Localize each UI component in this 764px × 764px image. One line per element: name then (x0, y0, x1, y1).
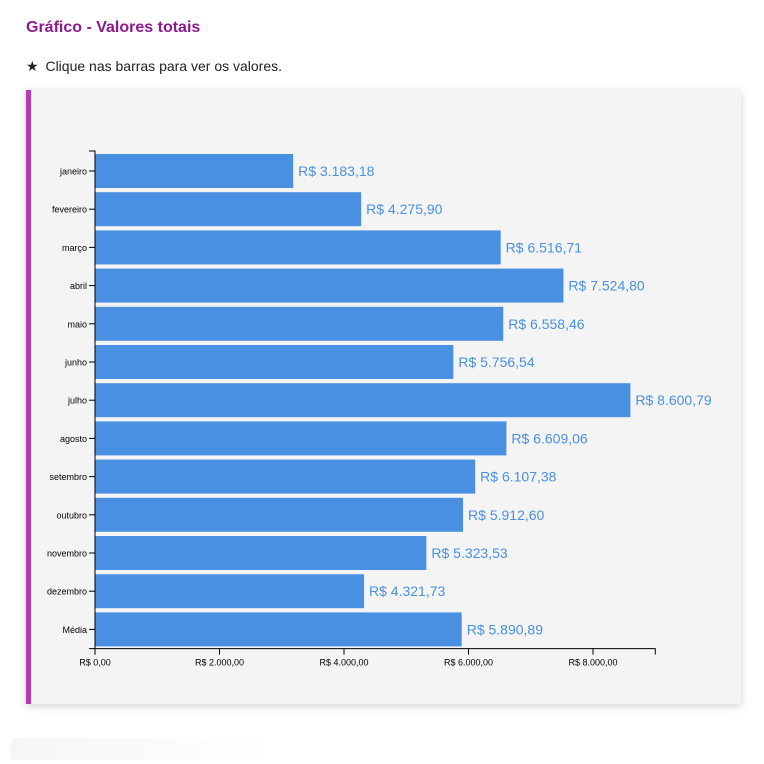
x-tick-label: R$ 4.000,00 (319, 658, 368, 668)
value-label: R$ 8.600,79 (635, 392, 711, 408)
page-title: Gráfico - Valores totais (26, 19, 201, 36)
y-tick-label: setembro (49, 472, 87, 482)
chart-bar[interactable] (95, 230, 501, 265)
x-tick-label: R$ 8.000,00 (568, 658, 617, 668)
value-label: R$ 7.524,80 (568, 278, 644, 294)
chart-bar[interactable] (95, 497, 464, 532)
footer-shadow (10, 738, 280, 760)
chart-bar[interactable] (95, 536, 427, 570)
y-tick-label: julho (67, 396, 87, 406)
bar-chart: R$ 3.183,18 janeiro R$ 4.275,90 fevereiro R$… (47, 150, 712, 668)
chart-bar[interactable] (95, 459, 476, 494)
chart-bar[interactable] (95, 574, 365, 609)
x-tick-label: R$ 0,00 (79, 658, 111, 668)
y-tick-label: fevereiro (52, 205, 87, 215)
value-label: R$ 6.609,06 (511, 430, 587, 446)
chart-bar[interactable] (95, 345, 454, 379)
value-label: R$ 6.107,38 (480, 469, 556, 485)
y-tick-label: março (62, 243, 87, 253)
x-axis (94, 648, 656, 655)
chart-bar[interactable] (95, 154, 294, 188)
y-tick-label: Média (62, 625, 87, 635)
instruction-label: Clique nas barras para ver os valores. (45, 58, 283, 74)
value-label: R$ 4.275,90 (366, 201, 442, 217)
value-label: R$ 3.183,18 (298, 163, 374, 179)
x-tick-label: R$ 2.000,00 (195, 658, 244, 668)
y-tick-label: novembro (47, 549, 87, 559)
chart-bar[interactable] (95, 268, 564, 303)
value-label: R$ 4.321,73 (369, 583, 445, 599)
value-label: R$ 5.323,53 (431, 545, 507, 561)
y-tick-label: janeiro (59, 167, 87, 177)
instruction-text: ★ Clique nas barras para ver os valores. (26, 58, 282, 75)
chart-card: R$ 3.183,18 janeiro R$ 4.275,90 fevereiro R$… (26, 90, 741, 704)
value-label: R$ 5.756,54 (458, 354, 534, 370)
chart-bar[interactable] (95, 421, 507, 456)
y-tick-label: outubro (56, 510, 87, 520)
value-label: R$ 5.912,60 (468, 507, 544, 523)
y-tick-label: agosto (60, 434, 87, 444)
value-label: R$ 5.890,89 (467, 621, 543, 637)
x-tick-label: R$ 6.000,00 (444, 658, 493, 668)
star-icon: ★ (26, 58, 39, 74)
value-label: R$ 6.558,46 (508, 316, 584, 332)
y-tick-label: abril (70, 281, 87, 291)
value-label: R$ 6.516,71 (506, 239, 582, 255)
y-tick-label: dezembro (47, 587, 87, 597)
chart-bar[interactable] (95, 383, 631, 418)
y-axis (89, 150, 96, 650)
chart-bar[interactable] (95, 612, 462, 647)
chart-bar[interactable] (95, 306, 504, 341)
y-tick-label: junho (64, 358, 87, 368)
chart-bar[interactable] (95, 192, 362, 227)
y-tick-label: maio (67, 319, 87, 329)
